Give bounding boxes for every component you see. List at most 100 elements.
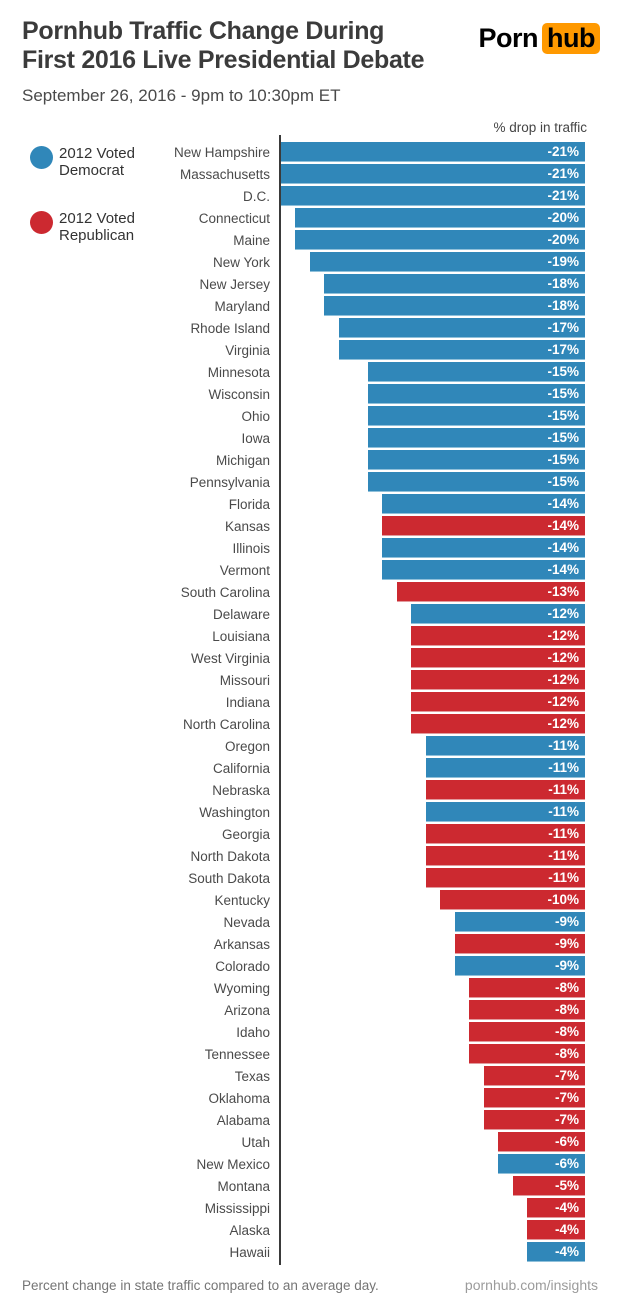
bar-track: -14% [281,516,585,536]
chart-row: Alabama -7% [0,1109,585,1131]
axis-caption: % drop in traffic [493,120,587,135]
state-label: Delaware [212,606,270,622]
legend-democrat-label: 2012 Voted Democrat [59,145,135,179]
bar-chart: 2012 Voted Democrat 2012 Voted Republica… [0,135,620,1265]
bar-value-label: -11% [548,804,579,819]
bar-value-label: -21% [547,166,579,181]
traffic-drop-bar: -18% [324,274,585,294]
chart-row: Kentucky -10% [0,889,585,911]
state-label: Massachusetts [179,166,270,182]
bar-value-label: -12% [547,650,579,665]
bar-track: -18% [281,274,585,294]
legend-item-republican: 2012 Voted Republican [30,210,135,244]
bar-value-label: -15% [547,364,579,379]
bar-value-label: -9% [554,936,579,951]
chart-row: Georgia -11% [0,823,585,845]
traffic-drop-bar: -21% [281,164,585,184]
logo-text-porn: Porn [478,23,539,53]
bar-track: -15% [281,450,585,470]
state-label: Ohio [241,408,270,424]
traffic-drop-bar: -14% [382,516,585,536]
chart-row: Texas -7% [0,1065,585,1087]
bar-track: -14% [281,538,585,558]
legend-item-democrat: 2012 Voted Democrat [30,145,135,179]
state-label: Virginia [225,342,270,358]
traffic-drop-bar: -9% [454,912,585,932]
bar-value-label: -20% [547,210,579,225]
chart-row: Idaho -8% [0,1021,585,1043]
state-label: Vermont [219,562,270,578]
chart-row: South Carolina -13% [0,581,585,603]
state-label: Georgia [221,826,270,842]
chart-row: North Dakota -11% [0,845,585,867]
bar-track: -12% [281,648,585,668]
traffic-drop-bar: -7% [483,1088,585,1108]
bar-value-label: -12% [547,716,579,731]
chart-row: Missouri -12% [0,669,585,691]
bar-value-label: -11% [548,826,579,841]
state-label: Alabama [216,1112,270,1128]
bar-track: -9% [281,956,585,976]
bar-value-label: -14% [547,496,579,511]
chart-row: Maine -20% [0,229,585,251]
logo-text-hub: hub [542,23,600,54]
bar-track: -6% [281,1132,585,1152]
chart-row: New Jersey -18% [0,273,585,295]
state-label: New York [212,254,270,270]
state-label: North Carolina [182,716,270,732]
bar-value-label: -7% [554,1112,579,1127]
footer-note: Percent change in state traffic compared… [22,1278,379,1293]
state-label: South Carolina [180,584,270,600]
chart-row: Oklahoma -7% [0,1087,585,1109]
traffic-drop-bar: -11% [425,802,585,822]
traffic-drop-bar: -11% [425,736,585,756]
subtitle-date-range: September 26, 2016 - 9pm to 10:30pm ET [22,86,341,105]
bar-value-label: -8% [554,980,579,995]
traffic-drop-bar: -17% [338,340,585,360]
chart-row: Connecticut -20% [0,207,585,229]
state-label: Wisconsin [208,386,270,402]
bar-track: -13% [281,582,585,602]
state-label: West Virginia [190,650,270,666]
state-label: Michigan [215,452,270,468]
traffic-drop-bar: -11% [425,824,585,844]
chart-row: D.C. -21% [0,185,585,207]
state-label: Oregon [224,738,270,754]
bar-value-label: -15% [547,386,579,401]
traffic-drop-bar: -4% [527,1242,585,1262]
state-label: Louisiana [212,628,270,644]
chart-row: Oregon -11% [0,735,585,757]
chart-row: Alaska -4% [0,1219,585,1241]
traffic-drop-bar: -9% [454,934,585,954]
state-label: Nebraska [212,782,270,798]
bar-track: -11% [281,846,585,866]
traffic-drop-bar: -11% [425,758,585,778]
bar-value-label: -19% [547,254,579,269]
state-label: Tennessee [204,1046,270,1062]
traffic-drop-bar: -12% [411,604,585,624]
bar-track: -11% [281,758,585,778]
bar-value-label: -7% [554,1068,579,1083]
chart-row: Hawaii -4% [0,1241,585,1263]
bar-value-label: -11% [548,738,579,753]
bar-track: -9% [281,912,585,932]
legend-democrat-line2: Democrat [59,162,125,179]
traffic-drop-bar: -15% [367,428,585,448]
state-label: Maine [233,232,270,248]
traffic-drop-bar: -11% [425,868,585,888]
traffic-drop-bar: -9% [454,956,585,976]
bar-value-label: -7% [554,1090,579,1105]
traffic-drop-bar: -18% [324,296,585,316]
traffic-drop-bar: -11% [425,780,585,800]
chart-row: Wyoming -8% [0,977,585,999]
traffic-drop-bar: -6% [498,1132,585,1152]
state-label: Rhode Island [190,320,270,336]
state-label: Illinois [232,540,270,556]
state-label: Missouri [219,672,270,688]
state-label: Arizona [224,1002,270,1018]
bar-value-label: -15% [547,430,579,445]
chart-row: Iowa -15% [0,427,585,449]
chart-row: Virginia -17% [0,339,585,361]
chart-row: New York -19% [0,251,585,273]
